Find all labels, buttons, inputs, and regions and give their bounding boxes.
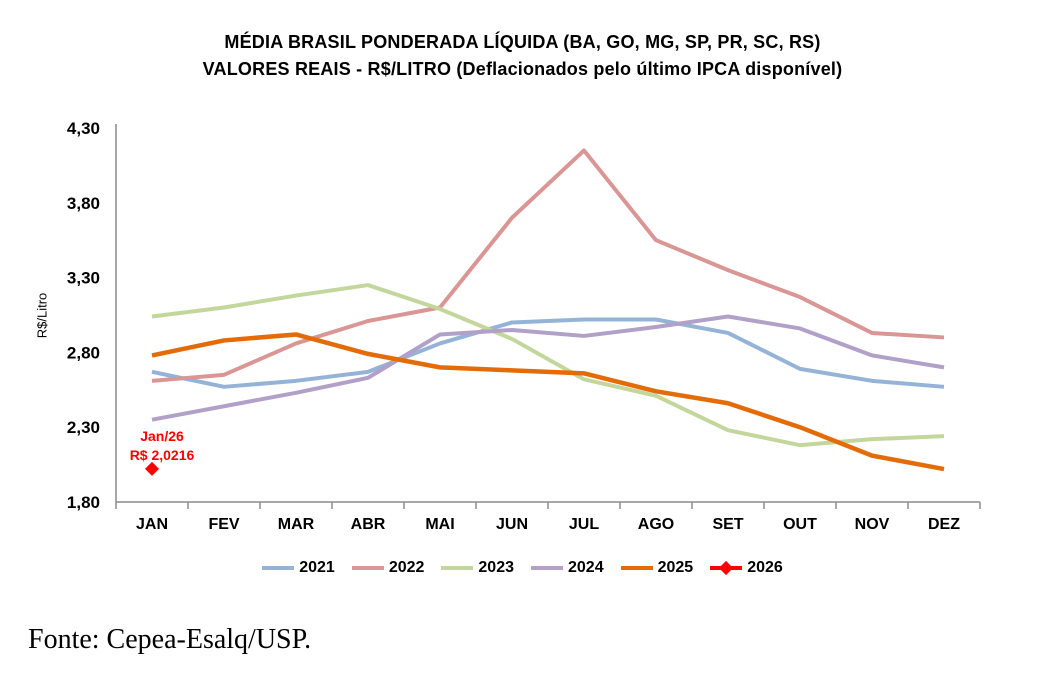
- x-tick-label: MAI: [425, 516, 454, 533]
- x-tick-label: SET: [712, 516, 743, 533]
- legend-line-icon: [531, 566, 563, 570]
- x-tick-label: FEV: [208, 516, 239, 533]
- legend-swatch-2026: [710, 560, 743, 576]
- legend-swatch-2022: [351, 562, 384, 574]
- x-tick-label: JUN: [496, 516, 528, 533]
- source-caption: Fonte: Cepea-Esalq/USP.: [28, 624, 312, 655]
- y-tick-label: 2,30: [67, 418, 100, 437]
- legend-swatch-2025: [620, 562, 653, 574]
- chart-title-line2: VALORES REAIS - R$/LITRO (Deflacionados …: [202, 59, 843, 79]
- legend-item-2026: 2026: [710, 559, 783, 577]
- data-point-annotation: Jan/26 R$ 2,0216: [106, 427, 218, 465]
- series-line-2022: [151, 148, 945, 383]
- legend-label: 2025: [657, 559, 694, 576]
- x-tick-label: NOV: [855, 516, 890, 533]
- legend-swatch-2023: [441, 562, 474, 574]
- chart-legend: 2021 2022 2023 2024 2025 2026: [0, 559, 1045, 577]
- series-line-2025: [151, 332, 945, 472]
- legend-label: 2024: [568, 559, 604, 576]
- legend-label: 2022: [388, 559, 425, 576]
- legend-label: 2021: [299, 559, 335, 576]
- annotation-value: R$ 2,0216: [129, 447, 195, 463]
- legend-line-icon: [620, 566, 653, 570]
- legend-label: 2023: [478, 559, 514, 576]
- legend-swatch-2024: [531, 562, 563, 574]
- legend-line-icon: [262, 566, 295, 570]
- data-point-diamond-2026: [145, 461, 159, 476]
- legend-label: 2026: [747, 559, 783, 576]
- y-tick-label: 1,80: [67, 493, 100, 512]
- x-tick-label: OUT: [783, 516, 817, 533]
- y-tick-label: 3,80: [67, 194, 100, 213]
- chart-title-line1: MÉDIA BRASIL PONDERADA LÍQUIDA (BA, GO, …: [224, 32, 821, 52]
- x-tick-label: ABR: [351, 516, 386, 533]
- series-line-2021: [151, 317, 945, 389]
- series-line-2024: [151, 314, 945, 422]
- legend-diamond-icon: [719, 560, 734, 576]
- legend-line-icon: [351, 566, 384, 570]
- annotation-date: Jan/26: [140, 428, 184, 444]
- y-tick-label: 3,30: [67, 269, 100, 288]
- x-tick-label: AGO: [638, 516, 674, 533]
- legend-line-icon: [441, 566, 474, 570]
- legend-item-2025: 2025: [620, 559, 694, 577]
- legend-item-2022: 2022: [351, 559, 425, 577]
- y-tick-label: 4,30: [67, 119, 100, 138]
- legend-item-2024: 2024: [531, 559, 604, 577]
- x-tick-label: MAR: [278, 516, 315, 533]
- series-line-2023: [151, 283, 945, 448]
- y-tick-label: 2,80: [67, 343, 100, 362]
- legend-swatch-2021: [262, 562, 295, 574]
- chart-title: MÉDIA BRASIL PONDERADA LÍQUIDA (BA, GO, …: [0, 29, 1045, 83]
- legend-item-2023: 2023: [441, 559, 514, 577]
- legend-item-2021: 2021: [262, 559, 335, 577]
- x-tick-label: DEZ: [928, 516, 960, 533]
- x-tick-label: JAN: [136, 516, 168, 533]
- x-tick-label: JUL: [569, 516, 599, 533]
